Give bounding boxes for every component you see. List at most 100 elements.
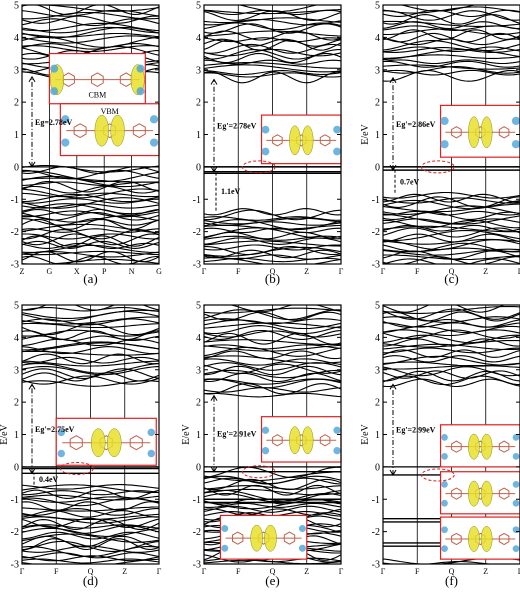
molecule-ring bbox=[73, 123, 87, 139]
x-tick-label: Γ bbox=[339, 267, 344, 276]
offset-label: 0.4eV bbox=[39, 475, 59, 484]
y-tick-label: 5 bbox=[196, 1, 201, 12]
arrow-head bbox=[389, 469, 397, 476]
molecule-ring bbox=[129, 435, 143, 451]
band-line bbox=[22, 164, 159, 173]
x-tick-label: Z bbox=[304, 267, 309, 276]
orbital-inset: CBM bbox=[48, 52, 146, 105]
chart-panel-5: Eg'=2.91eV -3 -2 -1 0 1 2 3 4 5 Γ F Q Z Γ E/eV (e) bbox=[181, 301, 344, 589]
band-line bbox=[22, 9, 159, 17]
band-line bbox=[22, 170, 159, 183]
band-line bbox=[22, 11, 159, 20]
chart-panel-6: Eg'=2.99eV -3 -2 -1 0 1 2 3 4 5 Γ F Q Z Γ E/eV (f) bbox=[360, 301, 520, 588]
x-tick-label: Γ bbox=[518, 267, 520, 276]
y-tick-label: 2 bbox=[14, 398, 19, 409]
band-line bbox=[22, 185, 159, 194]
orbital-inset bbox=[439, 471, 520, 515]
inset-label: CBM bbox=[88, 91, 106, 100]
inset-label: VBM bbox=[101, 107, 119, 116]
molecule-ring bbox=[451, 532, 462, 546]
y-tick-label: 4 bbox=[14, 333, 19, 344]
band-gap-label: Eg'=2.75eV bbox=[35, 425, 75, 434]
y-tick-label: 1 bbox=[14, 130, 19, 141]
arrow-head bbox=[28, 383, 36, 390]
chart-panel-1: CBM VBM Eg=2.78eV -3 -2 -1 0 1 2 3 4 5 Z G X P N G (a) bbox=[11, 1, 162, 287]
band-line bbox=[22, 235, 159, 247]
band-line bbox=[22, 45, 159, 53]
band-gap-label: Eg'=2.91eV bbox=[217, 430, 257, 439]
orbital-lobe bbox=[250, 524, 263, 552]
x-tick-label: Γ bbox=[339, 567, 344, 576]
orbital-lobe bbox=[480, 480, 493, 507]
x-tick-label: Γ bbox=[381, 267, 386, 276]
inset-frame bbox=[439, 104, 520, 158]
y-tick-label: -2 bbox=[193, 527, 201, 538]
gap-state-highlight bbox=[420, 468, 455, 482]
y-tick-label: -1 bbox=[372, 195, 380, 206]
band-line bbox=[22, 18, 159, 27]
gap-state-highlight bbox=[59, 461, 94, 475]
inset-frame bbox=[439, 516, 520, 560]
band-line bbox=[22, 175, 159, 188]
atom-site bbox=[333, 447, 341, 455]
band-line bbox=[383, 305, 506, 313]
y-tick-label: -3 bbox=[11, 560, 19, 571]
band-line bbox=[22, 242, 159, 249]
atom-site bbox=[440, 140, 449, 149]
molecule-ring bbox=[91, 72, 104, 87]
atom-site bbox=[511, 116, 520, 126]
atom-site bbox=[511, 140, 520, 149]
y-tick-label: 5 bbox=[14, 301, 19, 312]
atom-site bbox=[512, 434, 520, 441]
y-axis-label: E/eV bbox=[181, 423, 192, 444]
band-line bbox=[22, 208, 159, 216]
gap-state-highlight bbox=[420, 160, 455, 174]
y-tick-label: 3 bbox=[14, 365, 19, 376]
panel-label: (f) bbox=[445, 573, 458, 588]
orbital-inset bbox=[439, 104, 520, 158]
gap-state-highlight bbox=[241, 465, 276, 479]
y-tick-label: -2 bbox=[11, 527, 19, 538]
y-tick-label: 2 bbox=[375, 98, 380, 109]
x-tick-label: F bbox=[236, 267, 241, 276]
atom-site bbox=[441, 480, 448, 488]
orbital-lobe bbox=[301, 426, 314, 455]
orbital-lobe bbox=[468, 480, 480, 507]
y-tick-label: 1 bbox=[196, 430, 201, 441]
orbital-inset bbox=[260, 416, 342, 463]
inset-frame bbox=[48, 52, 146, 105]
band-line bbox=[22, 244, 159, 253]
band-line bbox=[22, 5, 159, 12]
band-line bbox=[22, 192, 159, 198]
y-tick-label: 0 bbox=[14, 162, 19, 173]
y-tick-label: 0 bbox=[196, 162, 201, 173]
atom-site bbox=[57, 428, 66, 437]
y-tick-label: -1 bbox=[193, 195, 201, 206]
y-tick-label: 4 bbox=[375, 33, 380, 44]
orbital-lobe bbox=[94, 114, 109, 147]
y-tick-label: 2 bbox=[375, 398, 380, 409]
molecule-ring bbox=[498, 126, 510, 139]
atom-site bbox=[333, 426, 341, 434]
orbital-lobe bbox=[289, 125, 301, 156]
y-tick-label: 0 bbox=[14, 462, 19, 473]
x-tick-label: Γ bbox=[381, 567, 386, 576]
band-line bbox=[22, 32, 159, 38]
inset-frame bbox=[439, 424, 520, 468]
band-line bbox=[22, 203, 159, 215]
y-tick-label: 3 bbox=[196, 65, 201, 76]
atom-site bbox=[441, 452, 448, 460]
molecule-ring bbox=[319, 134, 331, 147]
panel-label: (b) bbox=[265, 271, 280, 286]
x-tick-label: Γ bbox=[518, 567, 520, 576]
y-axis-label: E/eV bbox=[360, 123, 371, 144]
atom-site bbox=[261, 125, 270, 134]
x-tick-label: Q bbox=[449, 267, 455, 276]
orbital-inset bbox=[439, 424, 520, 468]
y-tick-label: -3 bbox=[11, 260, 19, 271]
y-axis-label: E/eV bbox=[0, 423, 10, 444]
y-tick-label: 5 bbox=[375, 1, 380, 12]
y-tick-label: -1 bbox=[372, 495, 380, 506]
x-tick-label: Γ bbox=[202, 567, 207, 576]
